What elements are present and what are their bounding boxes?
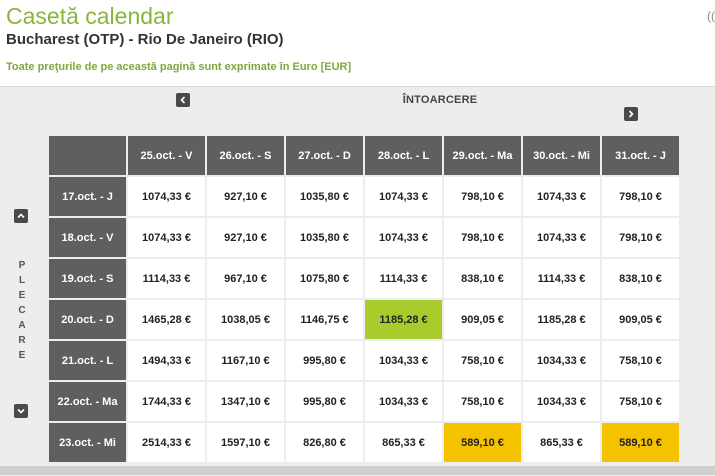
fare-cell[interactable]: 838,10 € — [602, 259, 679, 298]
fare-cell[interactable]: 1035,80 € — [286, 218, 363, 257]
return-date-header[interactable]: 26.oct. - S — [207, 136, 284, 175]
fare-cell[interactable]: 1038,05 € — [207, 300, 284, 339]
departure-label-letter: R — [18, 335, 26, 346]
table-corner — [49, 136, 126, 175]
chevron-right-icon — [628, 110, 634, 118]
fare-cell[interactable]: 1034,33 € — [523, 382, 600, 421]
next-return-button[interactable] — [624, 107, 638, 121]
fare-cell[interactable]: 1074,33 € — [128, 218, 205, 257]
fare-cell[interactable]: 1347,10 € — [207, 382, 284, 421]
table-row: 19.oct. - S 1114,33 €967,10 €1075,80 €111… — [49, 259, 679, 298]
fare-cell[interactable]: 1074,33 € — [523, 218, 600, 257]
fare-cell[interactable]: 798,10 € — [444, 218, 521, 257]
fare-cell[interactable]: 1074,33 € — [523, 177, 600, 216]
fare-cell[interactable]: 2514,33 € — [128, 423, 205, 462]
return-date-header-row: 25.oct. - V 26.oct. - S 27.oct. - D 28.oct.… — [49, 136, 679, 175]
return-date-header[interactable]: 30.oct. - Mi — [523, 136, 600, 175]
departure-date-header[interactable]: 18.oct. - V — [49, 218, 126, 257]
fare-cell[interactable]: 1074,33 € — [365, 177, 442, 216]
return-date-header[interactable]: 29.oct. - Ma — [444, 136, 521, 175]
chevron-left-icon — [180, 96, 186, 104]
fare-cell[interactable]: 798,10 € — [602, 177, 679, 216]
chevron-down-icon — [17, 408, 25, 414]
fare-cell[interactable]: 865,33 € — [365, 423, 442, 462]
table-row: 17.oct. - J 1074,33 €927,10 €1035,80 €107… — [49, 177, 679, 216]
chevron-up-icon — [17, 213, 25, 219]
prev-departure-button[interactable] — [14, 209, 28, 223]
fare-cell[interactable]: 589,10 € — [444, 423, 521, 462]
table-row: 21.oct. - L 1494,33 €1167,10 €995,80 €103… — [49, 341, 679, 380]
fare-cell[interactable]: 1114,33 € — [365, 259, 442, 298]
departure-label-letter: P — [18, 260, 26, 271]
departure-label-letter: E — [18, 350, 26, 361]
return-date-header[interactable]: 25.oct. - V — [128, 136, 205, 175]
departure-label-letter: C — [18, 305, 26, 316]
fare-cell[interactable]: 798,10 € — [602, 218, 679, 257]
table-row: 22.oct. - Ma 1744,33 €1347,10 €995,80 €10… — [49, 382, 679, 421]
fare-cell[interactable]: 995,80 € — [286, 382, 363, 421]
table-row: 18.oct. - V 1074,33 €927,10 €1035,80 €107… — [49, 218, 679, 257]
currency-note: Toate preţurile de pe această pagină sun… — [6, 61, 352, 73]
fare-cell[interactable]: 826,80 € — [286, 423, 363, 462]
fare-cell[interactable]: 798,10 € — [444, 177, 521, 216]
route-heading: Bucharest (OTP) - Rio De Janeiro (RIO) — [6, 31, 284, 48]
fare-cell[interactable]: 758,10 € — [602, 341, 679, 380]
bottom-bar — [0, 466, 715, 475]
fare-cell[interactable]: 967,10 € — [207, 259, 284, 298]
fare-cell[interactable]: 909,05 € — [602, 300, 679, 339]
fare-cell[interactable]: 1494,33 € — [128, 341, 205, 380]
fare-cell[interactable]: 1074,33 € — [365, 218, 442, 257]
fare-cell[interactable]: 1034,33 € — [365, 341, 442, 380]
departure-label-letter: L — [18, 275, 26, 286]
fare-cell[interactable]: 1185,28 € — [365, 300, 442, 339]
fare-cell[interactable]: 1075,80 € — [286, 259, 363, 298]
fare-cell[interactable]: 1146,75 € — [286, 300, 363, 339]
fare-cell[interactable]: 927,10 € — [207, 177, 284, 216]
fare-cell[interactable]: 758,10 € — [444, 341, 521, 380]
fare-cell[interactable]: 758,10 € — [602, 382, 679, 421]
fare-cell[interactable]: 1465,28 € — [128, 300, 205, 339]
fare-cell[interactable]: 1114,33 € — [523, 259, 600, 298]
departure-date-header[interactable]: 17.oct. - J — [49, 177, 126, 216]
fare-cell[interactable]: 1114,33 € — [128, 259, 205, 298]
return-date-header[interactable]: 27.oct. - D — [286, 136, 363, 175]
fare-cell[interactable]: 1074,33 € — [128, 177, 205, 216]
table-row: 23.oct. - Mi 2514,33 €1597,10 €826,80 €86… — [49, 423, 679, 462]
fare-calendar-table: 25.oct. - V 26.oct. - S 27.oct. - D 28.oct.… — [47, 134, 681, 464]
departure-date-header[interactable]: 22.oct. - Ma — [49, 382, 126, 421]
departure-date-header[interactable]: 23.oct. - Mi — [49, 423, 126, 462]
fare-cell[interactable]: 1597,10 € — [207, 423, 284, 462]
fare-cell[interactable]: 1744,33 € — [128, 382, 205, 421]
fare-cell[interactable]: 1034,33 € — [365, 382, 442, 421]
fare-cell[interactable]: 927,10 € — [207, 218, 284, 257]
departure-date-header[interactable]: 19.oct. - S — [49, 259, 126, 298]
fare-cell[interactable]: 838,10 € — [444, 259, 521, 298]
next-departure-button[interactable] — [14, 404, 28, 418]
departure-label-letter: E — [18, 290, 26, 301]
return-date-header[interactable]: 28.oct. - L — [365, 136, 442, 175]
fare-cell[interactable]: 1167,10 € — [207, 341, 284, 380]
prev-return-button[interactable] — [176, 93, 190, 107]
return-label: ÎNTOARCERE — [402, 94, 478, 106]
departure-date-header[interactable]: 20.oct. - D — [49, 300, 126, 339]
page-title: Casetă calendar — [6, 3, 174, 29]
fare-cell[interactable]: 589,10 € — [602, 423, 679, 462]
departure-label-letter: A — [18, 320, 26, 331]
edge-glyph: (( — [707, 9, 715, 23]
fare-table-body: 17.oct. - J 1074,33 €927,10 €1035,80 €107… — [49, 177, 679, 462]
return-date-header[interactable]: 31.oct. - J — [602, 136, 679, 175]
fare-cell[interactable]: 1035,80 € — [286, 177, 363, 216]
fare-cell[interactable]: 1185,28 € — [523, 300, 600, 339]
fare-cell[interactable]: 1034,33 € — [523, 341, 600, 380]
table-row: 20.oct. - D 1465,28 €1038,05 €1146,75 €11… — [49, 300, 679, 339]
fare-cell[interactable]: 909,05 € — [444, 300, 521, 339]
fare-cell[interactable]: 995,80 € — [286, 341, 363, 380]
fare-cell[interactable]: 865,33 € — [523, 423, 600, 462]
fare-cell[interactable]: 758,10 € — [444, 382, 521, 421]
departure-date-header[interactable]: 21.oct. - L — [49, 341, 126, 380]
